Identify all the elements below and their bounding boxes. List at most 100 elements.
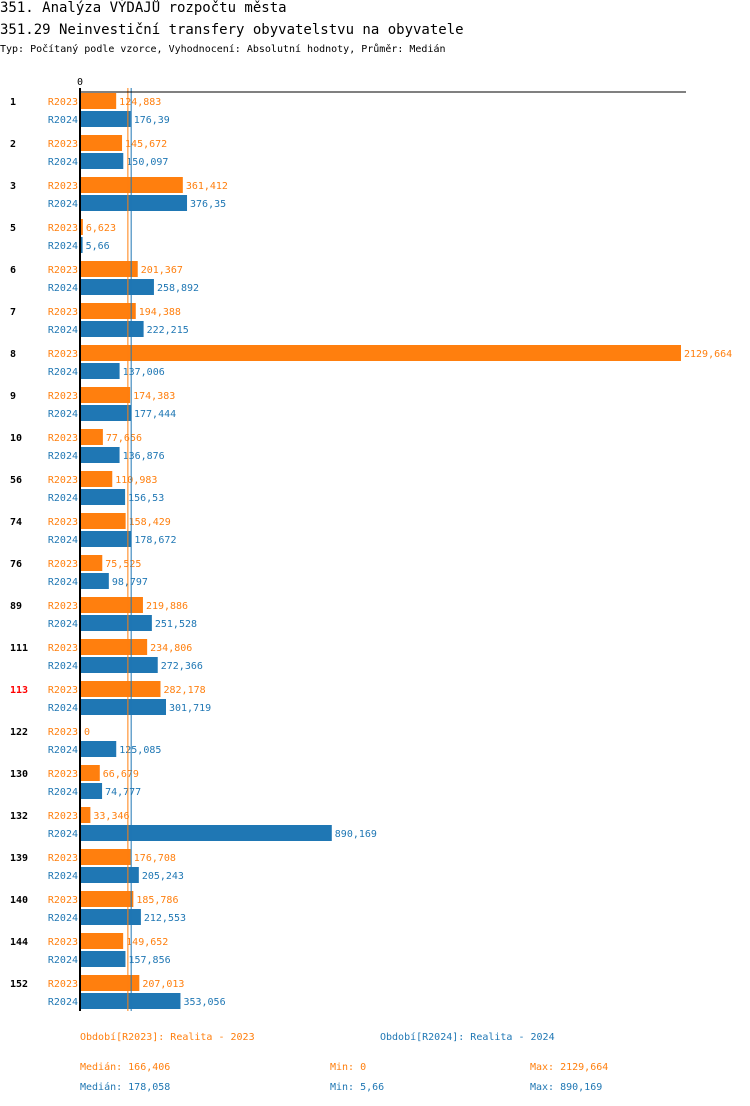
bar <box>81 237 83 253</box>
data-label: 2129,664 <box>684 349 732 360</box>
chart-info: Typ: Počítaný podle vzorce, Vyhodnocení:… <box>0 44 446 55</box>
data-label: 158,429 <box>129 517 171 528</box>
data-label: 178,672 <box>134 535 176 546</box>
series-label: R2023 <box>48 349 78 360</box>
data-label: 301,719 <box>169 703 211 714</box>
series-label: R2024 <box>48 577 78 588</box>
bar <box>81 447 120 463</box>
data-label: 150,097 <box>126 157 168 168</box>
category-label: 139 <box>10 853 28 864</box>
data-label: 66,679 <box>103 769 139 780</box>
bar <box>81 93 117 109</box>
bar <box>81 489 126 505</box>
data-label: 5,66 <box>86 241 110 252</box>
data-label: 258,892 <box>157 283 199 294</box>
data-label: 110,983 <box>115 475 157 486</box>
bar <box>81 681 161 697</box>
category-label: 122 <box>10 727 28 738</box>
data-label: 177,444 <box>134 409 176 420</box>
series-label: R2023 <box>48 391 78 402</box>
series-label: R2024 <box>48 871 78 882</box>
chart-subtitle: 351.29 Neinvestiční transfery obyvatelst… <box>0 22 464 38</box>
bar <box>81 111 131 127</box>
data-label: 6,623 <box>86 223 116 234</box>
category-label: 10 <box>10 433 22 444</box>
r2023-max: Max: 2129,664 <box>530 1062 609 1073</box>
r2024-max: Max: 890,169 <box>530 1082 603 1093</box>
series-label: R2024 <box>48 955 78 966</box>
data-label: 212,553 <box>144 913 186 924</box>
bar <box>81 573 109 589</box>
bar <box>81 279 154 295</box>
data-label: 201,367 <box>141 265 183 276</box>
series-label: R2024 <box>48 451 78 462</box>
series-label: R2023 <box>48 307 78 318</box>
category-label: 113 <box>10 685 28 696</box>
bar <box>81 345 681 361</box>
series-label: R2023 <box>48 895 78 906</box>
series-label: R2023 <box>48 685 78 696</box>
series-label: R2024 <box>48 787 78 798</box>
series-label: R2023 <box>48 559 78 570</box>
category-label: 76 <box>10 559 22 570</box>
series-label: R2024 <box>48 745 78 756</box>
bar <box>81 639 148 655</box>
series-label: R2024 <box>48 829 78 840</box>
data-label: 176,708 <box>134 853 176 864</box>
series-label: R2023 <box>48 517 78 528</box>
r2024-median: Medián: 178,058 <box>80 1082 171 1093</box>
bar <box>81 891 134 907</box>
bar <box>81 321 144 337</box>
data-label: 353,056 <box>183 997 225 1008</box>
bar <box>81 909 141 925</box>
series-label: R2023 <box>48 97 78 108</box>
bar <box>81 177 183 193</box>
data-label: 149,652 <box>126 937 168 948</box>
series-label: R2024 <box>48 997 78 1008</box>
series-label: R2024 <box>48 535 78 546</box>
bar <box>81 849 131 865</box>
bar <box>81 405 131 421</box>
data-label: 219,886 <box>146 601 188 612</box>
data-label: 0 <box>84 727 90 738</box>
series-label: R2023 <box>48 643 78 654</box>
data-label: 251,528 <box>155 619 197 630</box>
legend-r2024: Období[R2024]: Realita - 2024 <box>380 1032 555 1043</box>
bar <box>81 699 167 715</box>
series-label: R2024 <box>48 493 78 504</box>
legend-r2023: Období[R2023]: Realita - 2023 <box>80 1032 255 1043</box>
series-label: R2023 <box>48 727 78 738</box>
series-label: R2023 <box>48 811 78 822</box>
page-title: 351. Analýza VÝDAJŮ rozpočtu města <box>0 0 287 16</box>
category-label: 132 <box>10 811 28 822</box>
series-label: R2024 <box>48 283 78 294</box>
series-label: R2023 <box>48 181 78 192</box>
data-label: 222,215 <box>147 325 189 336</box>
data-label: 136,876 <box>123 451 165 462</box>
data-label: 33,346 <box>93 811 129 822</box>
category-label: 3 <box>10 181 16 192</box>
series-label: R2023 <box>48 853 78 864</box>
data-label: 194,388 <box>139 307 181 318</box>
series-label: R2024 <box>48 409 78 420</box>
data-label: 376,35 <box>190 199 226 210</box>
category-label: 1 <box>10 97 16 108</box>
category-label: 8 <box>10 349 16 360</box>
bar <box>81 261 138 277</box>
data-label: 361,412 <box>186 181 228 192</box>
bar <box>81 741 117 757</box>
data-label: 890,169 <box>335 829 377 840</box>
series-label: R2023 <box>48 769 78 780</box>
bar <box>81 135 123 151</box>
bar <box>81 657 158 673</box>
bar <box>81 429 103 445</box>
bar <box>81 387 131 403</box>
data-label: 176,39 <box>134 115 170 126</box>
data-label: 207,013 <box>142 979 184 990</box>
category-label: 140 <box>10 895 28 906</box>
series-label: R2024 <box>48 619 78 630</box>
bar <box>81 975 140 991</box>
bar <box>81 303 136 319</box>
series-label: R2024 <box>48 367 78 378</box>
data-label: 125,085 <box>119 745 161 756</box>
